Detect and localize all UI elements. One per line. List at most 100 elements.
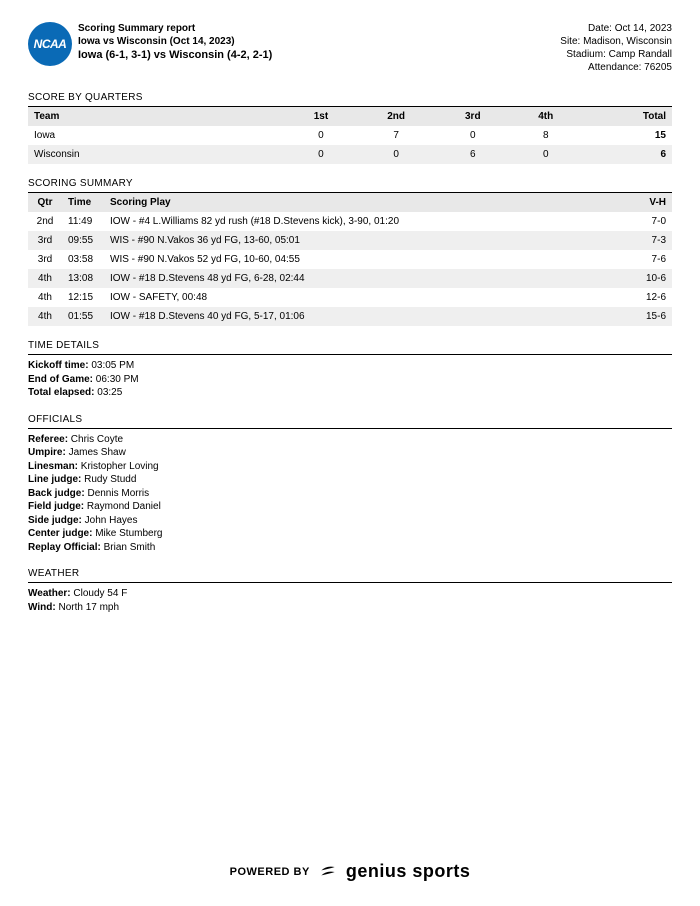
section-title-summary: SCORING SUMMARY [28, 178, 672, 193]
cell-q3: 6 [436, 145, 510, 164]
meta-site: Site: Madison, Wisconsin [560, 35, 672, 48]
table-header-row: Qtr Time Scoring Play V-H [28, 193, 672, 212]
powered-by: POWERED BY genius sports [230, 861, 471, 882]
cell-time: 11:49 [62, 212, 104, 231]
logo-text: NCAA [34, 37, 67, 51]
wind-value: North 17 mph [56, 602, 119, 613]
table-row: Iowa 0 7 0 8 15 [28, 126, 672, 145]
official-label: Replay Official: [28, 542, 101, 553]
official-name: Mike Stumberg [92, 528, 162, 539]
meta-stadium: Stadium: Camp Randall [560, 48, 672, 61]
cell-q4: 0 [510, 145, 582, 164]
weather-label: Weather: [28, 588, 71, 599]
official-line: Field judge: Raymond Daniel [28, 500, 672, 514]
cell-q1: 0 [286, 126, 357, 145]
matchup-title: Iowa (6-1, 3-1) vs Wisconsin (4-2, 2-1) [78, 49, 272, 61]
table-row: 3rd 09:55 WIS - #90 N.Vakos 36 yd FG, 13… [28, 231, 672, 250]
table-row: 4th 01:55 IOW - #18 D.Stevens 40 yd FG, … [28, 307, 672, 326]
official-name: James Shaw [66, 447, 126, 458]
cell-play: IOW - #18 D.Stevens 48 yd FG, 6-28, 02:4… [104, 269, 628, 288]
genius-sports-icon [318, 862, 338, 882]
report-title-block: Scoring Summary report Iowa vs Wisconsin… [78, 22, 272, 61]
section-title-officials: OFFICIALS [28, 414, 672, 429]
cell-vh: 10-6 [628, 269, 672, 288]
cell-vh: 15-6 [628, 307, 672, 326]
official-line: Referee: Chris Coyte [28, 433, 672, 447]
header-left: NCAA Scoring Summary report Iowa vs Wisc… [28, 22, 272, 66]
ncaa-logo-icon: NCAA [28, 22, 72, 66]
cell-play: IOW - #4 L.Williams 82 yd rush (#18 D.St… [104, 212, 628, 231]
official-label: Back judge: [28, 488, 85, 499]
cell-time: 13:08 [62, 269, 104, 288]
official-name: Chris Coyte [68, 434, 123, 445]
officials-block: Referee: Chris CoyteUmpire: James ShawLi… [28, 433, 672, 555]
col-play: Scoring Play [104, 193, 628, 212]
official-line: Side judge: John Hayes [28, 514, 672, 528]
header-meta: Date: Oct 14, 2023 Site: Madison, Wiscon… [560, 22, 672, 74]
official-line: Center judge: Mike Stumberg [28, 527, 672, 541]
cell-qtr: 4th [28, 269, 62, 288]
elapsed-label: Total elapsed: [28, 387, 95, 398]
col-q3: 3rd [436, 107, 510, 126]
cell-time: 01:55 [62, 307, 104, 326]
section-title-quarters: SCORE BY QUARTERS [28, 92, 672, 107]
cell-q2: 7 [356, 126, 436, 145]
official-label: Linesman: [28, 461, 78, 472]
page-footer: POWERED BY genius sports [0, 861, 700, 882]
cell-qtr: 3rd [28, 231, 62, 250]
wind-label: Wind: [28, 602, 56, 613]
cell-time: 03:58 [62, 250, 104, 269]
cell-qtr: 4th [28, 288, 62, 307]
cell-play: WIS - #90 N.Vakos 36 yd FG, 13-60, 05:01 [104, 231, 628, 250]
weather-block: Weather: Cloudy 54 F Wind: North 17 mph [28, 587, 672, 614]
cell-qtr: 3rd [28, 250, 62, 269]
table-row: 2nd 11:49 IOW - #4 L.Williams 82 yd rush… [28, 212, 672, 231]
cell-team: Iowa [28, 126, 286, 145]
official-line: Umpire: James Shaw [28, 446, 672, 460]
official-line: Linesman: Kristopher Loving [28, 460, 672, 474]
col-q1: 1st [286, 107, 357, 126]
score-by-quarters-table: Team 1st 2nd 3rd 4th Total Iowa 0 7 0 8 … [28, 107, 672, 164]
meta-date: Date: Oct 14, 2023 [560, 22, 672, 35]
official-label: Umpire: [28, 447, 66, 458]
report-title-line1: Scoring Summary report [78, 22, 272, 35]
weather-value: Cloudy 54 F [71, 588, 128, 599]
table-header-row: Team 1st 2nd 3rd 4th Total [28, 107, 672, 126]
report-title-line2: Iowa vs Wisconsin (Oct 14, 2023) [78, 35, 272, 48]
time-details-block: Kickoff time: 03:05 PM End of Game: 06:3… [28, 359, 672, 400]
cell-play: IOW - #18 D.Stevens 40 yd FG, 5-17, 01:0… [104, 307, 628, 326]
section-title-time: TIME DETAILS [28, 340, 672, 355]
official-label: Center judge: [28, 528, 92, 539]
table-row: 4th 12:15 IOW - SAFETY, 00:48 12-6 [28, 288, 672, 307]
cell-q2: 0 [356, 145, 436, 164]
official-line: Replay Official: Brian Smith [28, 541, 672, 555]
brand-text: genius sports [346, 861, 471, 882]
table-row: Wisconsin 0 0 6 0 6 [28, 145, 672, 164]
col-q2: 2nd [356, 107, 436, 126]
col-time: Time [62, 193, 104, 212]
official-name: Dennis Morris [85, 488, 149, 499]
official-label: Referee: [28, 434, 68, 445]
cell-time: 09:55 [62, 231, 104, 250]
col-q4: 4th [510, 107, 582, 126]
table-row: 3rd 03:58 WIS - #90 N.Vakos 52 yd FG, 10… [28, 250, 672, 269]
cell-q3: 0 [436, 126, 510, 145]
meta-attendance: Attendance: 76205 [560, 61, 672, 74]
cell-play: WIS - #90 N.Vakos 52 yd FG, 10-60, 04:55 [104, 250, 628, 269]
endgame-label: End of Game: [28, 374, 93, 385]
col-qtr: Qtr [28, 193, 62, 212]
official-name: Brian Smith [101, 542, 155, 553]
kickoff-label: Kickoff time: [28, 360, 89, 371]
official-name: Raymond Daniel [84, 501, 161, 512]
official-name: Rudy Studd [81, 474, 136, 485]
official-name: John Hayes [82, 515, 138, 526]
cell-vh: 7-6 [628, 250, 672, 269]
cell-q4: 8 [510, 126, 582, 145]
elapsed-value: 03:25 [95, 387, 123, 398]
kickoff-value: 03:05 PM [89, 360, 135, 371]
cell-vh: 7-3 [628, 231, 672, 250]
section-title-weather: WEATHER [28, 568, 672, 583]
cell-total: 15 [582, 126, 672, 145]
cell-team: Wisconsin [28, 145, 286, 164]
cell-vh: 7-0 [628, 212, 672, 231]
